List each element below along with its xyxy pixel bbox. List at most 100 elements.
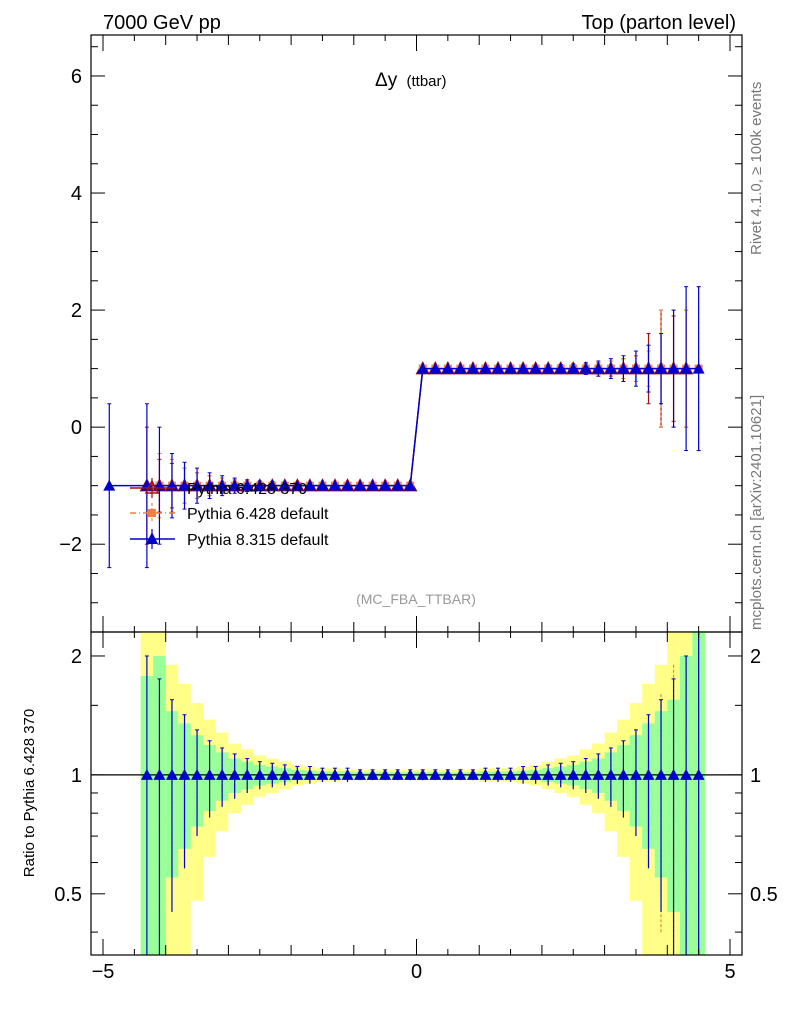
- data-point-p8: [479, 362, 492, 374]
- ratio-point-p8: [416, 768, 429, 780]
- data-point-p8: [354, 479, 367, 491]
- ratio-tick-label-left: 1: [71, 765, 82, 787]
- ratio-point-p8: [216, 768, 229, 780]
- ratio-point-p8: [153, 768, 166, 780]
- ratio-point-p8: [316, 768, 329, 780]
- ratio-tick-label-left: 0.5: [54, 884, 82, 906]
- ratio-point-p8: [604, 768, 617, 780]
- x-axis-ticks: −5 0 5: [92, 35, 736, 983]
- ratio-point-p8: [554, 768, 567, 780]
- legend-label-p8: Pythia 8.315 default: [187, 532, 329, 549]
- data-point-p8: [542, 362, 555, 374]
- data-point-p8: [203, 479, 216, 491]
- data-point-p8: [291, 479, 304, 491]
- ratio-point-p8: [341, 768, 354, 780]
- x-tick-label: 0: [411, 961, 422, 983]
- y-tick-label: 4: [71, 183, 82, 205]
- ratio-point-p8: [253, 768, 266, 780]
- ratio-point-p8: [291, 768, 304, 780]
- data-point-p8: [191, 479, 204, 491]
- y-tick-label: −2: [59, 534, 82, 556]
- plot-title-suffix: (ttbar): [406, 73, 446, 90]
- data-point-p8: [278, 479, 291, 491]
- ratio-tick-label-right: 0.5: [750, 884, 778, 906]
- data-point-p8: [504, 362, 517, 374]
- series-line-p6-default: [159, 367, 699, 487]
- ratio-point-p8: [266, 768, 279, 780]
- data-point-p8: [692, 362, 705, 374]
- analysis-tag: (MC_FBA_TTBAR): [356, 591, 476, 607]
- ratio-point-p8: [228, 768, 241, 780]
- data-point-p8: [266, 479, 279, 491]
- data-point-p8: [379, 479, 392, 491]
- x-tick-label: 5: [724, 961, 735, 983]
- ratio-point-p8: [642, 768, 655, 780]
- header-left: 7000 GeV pp: [103, 12, 221, 34]
- ratio-point-p8: [203, 768, 216, 780]
- data-point-p8: [429, 362, 442, 374]
- data-point-p8: [416, 362, 429, 374]
- data-point-p8: [617, 362, 630, 374]
- ratio-point-p8: [655, 768, 668, 780]
- ratio-point-p8: [441, 768, 454, 780]
- data-point-p8: [529, 362, 542, 374]
- data-point-p8: [391, 479, 404, 491]
- legend-label-p6-default: Pythia 6.428 default: [187, 506, 329, 523]
- ratio-point-p8: [567, 768, 580, 780]
- ratio-ylabel: Ratio to Pythia 6.428 370: [21, 709, 38, 877]
- ratio-point-p8: [592, 768, 605, 780]
- plot-title: Δy (ttbar): [375, 70, 447, 91]
- data-point-p8: [441, 362, 454, 374]
- data-point-p8: [404, 479, 417, 491]
- ratio-point-p8: [680, 768, 693, 780]
- ratio-point-p8: [542, 768, 555, 780]
- legend-entry-p6-default: Pythia 6.428 default: [130, 503, 329, 523]
- ratio-tick-label-left: 2: [71, 646, 82, 668]
- data-point-p8: [554, 362, 567, 374]
- data-point-p8: [579, 362, 592, 374]
- ratio-point-p8: [140, 768, 153, 780]
- data-point-p8: [655, 362, 668, 374]
- ratio-point-p8: [303, 768, 316, 780]
- data-point-p8: [517, 362, 530, 374]
- data-point-p8: [178, 479, 191, 491]
- data-point-p8: [680, 362, 693, 374]
- ratio-point-p8: [278, 768, 291, 780]
- ratio-point-p8: [366, 768, 379, 780]
- side-label-bottom: mcplots.cern.ch [arXiv:2401.10621]: [748, 395, 765, 630]
- ratio-point-p8: [191, 768, 204, 780]
- ratio-point-p8: [354, 768, 367, 780]
- data-point-p8: [454, 362, 467, 374]
- ratio-series-layer: [140, 631, 705, 955]
- ratio-tick-label-right: 1: [750, 765, 761, 787]
- y-tick-label: 6: [71, 66, 82, 88]
- data-point-p8: [642, 362, 655, 374]
- ratio-point-p8: [517, 768, 530, 780]
- ratio-point-p8: [617, 768, 630, 780]
- data-point-p8: [228, 479, 241, 491]
- ratio-point-p8: [629, 768, 642, 780]
- ratio-point-p8: [492, 768, 505, 780]
- legend-entry-p6-370: Pythia 6.428 370: [130, 478, 307, 498]
- series-line-p8: [109, 367, 699, 487]
- main-series-layer: [103, 286, 705, 569]
- ratio-point-p8: [692, 768, 705, 780]
- ratio-point-p8: [165, 768, 178, 780]
- ratio-point-p8: [379, 768, 392, 780]
- data-point-p8: [567, 362, 580, 374]
- side-label-top: Rivet 4.1.0, ≥ 100k events: [748, 82, 765, 255]
- legend-marker-p6-default: [148, 509, 156, 517]
- data-point-p8: [103, 479, 116, 491]
- ratio-point-p8: [667, 768, 680, 780]
- ratio-point-p8: [529, 768, 542, 780]
- header-right: Top (parton level): [581, 12, 736, 34]
- legend: Pythia 6.428 370 Pythia 6.428 default Py…: [130, 478, 329, 549]
- ratio-bands-layer: [91, 632, 742, 955]
- data-point-p8: [604, 362, 617, 374]
- ratio-axis-ticks: 0.5 0.5 1 1 2 2: [54, 646, 778, 933]
- ratio-point-p8: [579, 768, 592, 780]
- main-axis-ticks: −2 0 2 4 6: [59, 46, 742, 633]
- data-point-p8: [241, 479, 254, 491]
- data-point-p8: [492, 362, 505, 374]
